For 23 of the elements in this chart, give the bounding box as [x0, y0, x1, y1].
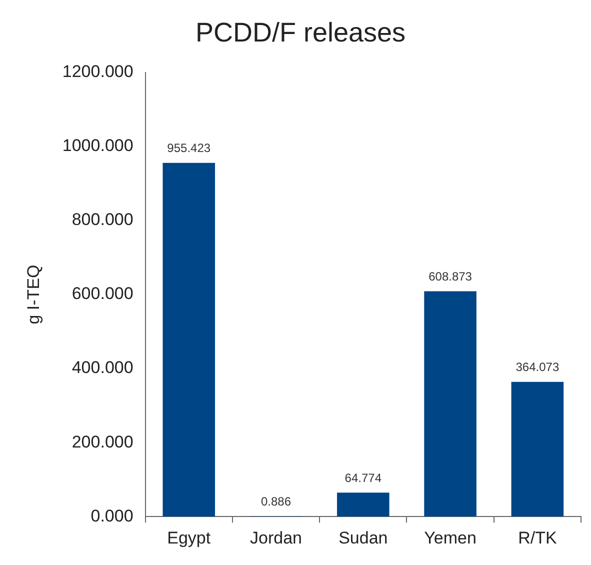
data-label: 0.886: [261, 494, 292, 509]
data-label: 64.774: [344, 470, 382, 485]
x-tick-label: Sudan: [338, 528, 388, 548]
y-axis-title: g I-TEQ: [24, 264, 43, 324]
data-label: 364.073: [516, 360, 560, 374]
x-tick-label: Jordan: [250, 528, 302, 548]
y-tick-label: 400.000: [72, 358, 134, 378]
chart-title: PCDD/F releases: [195, 18, 406, 48]
x-tick-label: R/TK: [518, 528, 558, 548]
bar: [511, 382, 564, 517]
data-label: 608.873: [428, 270, 472, 284]
x-tick-label: Yemen: [424, 528, 476, 548]
bar: [337, 492, 390, 517]
y-tick-label: 800.000: [72, 210, 134, 230]
y-tick-label: 1200.000: [62, 62, 134, 82]
y-tick-label: 200.000: [72, 432, 134, 452]
y-tick-label: 0.000: [90, 506, 134, 526]
bar: [162, 162, 216, 517]
x-tick-label: Egypt: [167, 528, 211, 548]
y-tick-label: 1000.000: [62, 136, 134, 156]
bar: [424, 291, 476, 517]
y-tick-label: 600.000: [72, 284, 134, 304]
data-label: 955.423: [167, 141, 211, 156]
